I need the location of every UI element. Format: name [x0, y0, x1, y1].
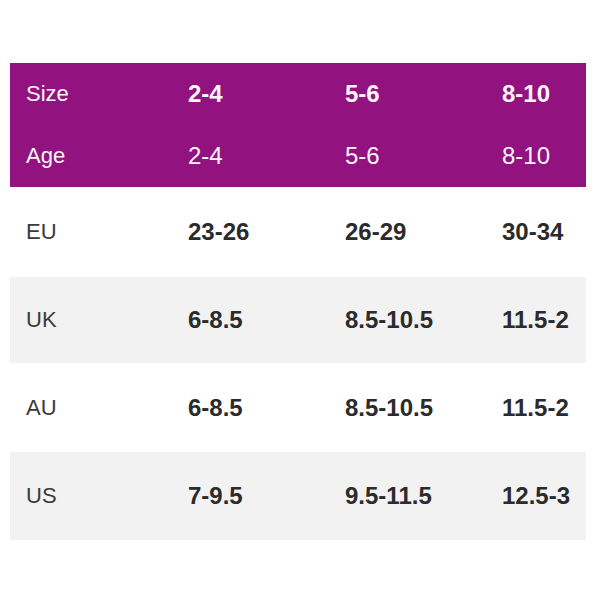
header-row-size: Size 2-4 5-6 8-10 — [10, 63, 586, 125]
size-value-col2: 5-6 — [345, 80, 502, 108]
size-conversion-table: Size 2-4 5-6 8-10 Age 2-4 5-6 8-10 EU 23… — [10, 63, 586, 540]
size-chart-page: Size 2-4 5-6 8-10 Age 2-4 5-6 8-10 EU 23… — [0, 0, 600, 600]
eu-value-col2: 26-29 — [345, 218, 502, 246]
au-value-col1: 6-8.5 — [188, 394, 345, 422]
size-value-col3: 8-10 — [502, 80, 586, 108]
size-row-label: Size — [10, 81, 188, 107]
us-row-label: US — [10, 483, 188, 509]
uk-row-label: UK — [10, 307, 188, 333]
uk-value-col2: 8.5-10.5 — [345, 306, 502, 334]
table-row-us: US 7-9.5 9.5-11.5 12.5-3 — [10, 452, 586, 540]
age-value-col1: 2-4 — [188, 142, 345, 170]
au-value-col3: 11.5-2 — [502, 394, 586, 422]
table-header: Size 2-4 5-6 8-10 Age 2-4 5-6 8-10 — [10, 63, 586, 187]
eu-value-col1: 23-26 — [188, 218, 345, 246]
age-value-col2: 5-6 — [345, 142, 502, 170]
au-value-col2: 8.5-10.5 — [345, 394, 502, 422]
eu-row-label: EU — [10, 219, 188, 245]
us-value-col1: 7-9.5 — [188, 482, 345, 510]
us-value-col2: 9.5-11.5 — [345, 482, 502, 510]
eu-value-col3: 30-34 — [502, 218, 586, 246]
au-row-label: AU — [10, 395, 188, 421]
us-value-col3: 12.5-3 — [502, 482, 586, 510]
table-row-au: AU 6-8.5 8.5-10.5 11.5-2 — [10, 363, 586, 452]
size-value-col1: 2-4 — [188, 80, 345, 108]
age-value-col3: 8-10 — [502, 142, 586, 170]
age-row-label: Age — [10, 143, 188, 169]
table-row-eu: EU 23-26 26-29 30-34 — [10, 187, 586, 277]
table-row-uk: UK 6-8.5 8.5-10.5 11.5-2 — [10, 277, 586, 363]
uk-value-col1: 6-8.5 — [188, 306, 345, 334]
uk-value-col3: 11.5-2 — [502, 306, 586, 334]
header-row-age: Age 2-4 5-6 8-10 — [10, 125, 586, 187]
